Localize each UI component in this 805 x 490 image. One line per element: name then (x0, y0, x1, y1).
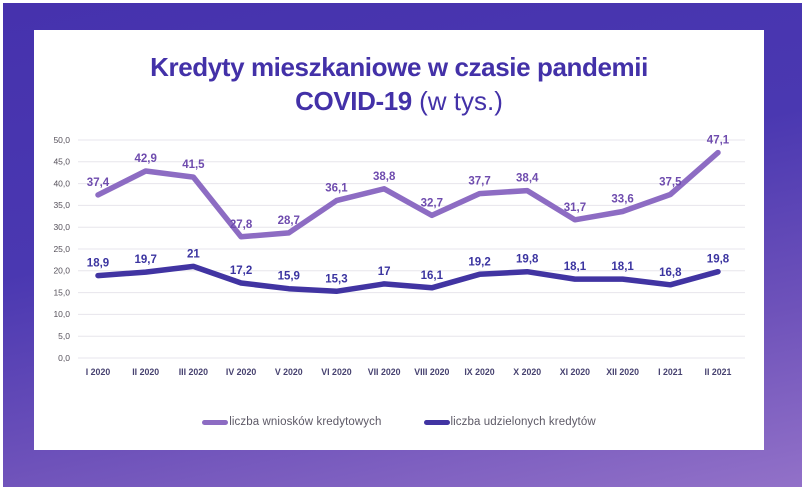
x-tick-label: I 2020 (86, 367, 111, 377)
y-tick-label: 0,0 (58, 353, 70, 363)
data-label-1: 16,1 (421, 270, 444, 282)
legend-swatch-wnioski (202, 419, 229, 425)
chart-title-line1: Kredyty mieszkaniowe w czasie pandemii (150, 52, 648, 82)
y-tick-label: 30,0 (53, 222, 70, 232)
data-label-1: 16,8 (659, 267, 682, 279)
x-tick-label: XII 2020 (606, 367, 639, 377)
y-tick-label: 45,0 (53, 157, 70, 167)
y-tick-label: 25,0 (53, 244, 70, 254)
data-label-1: 19,8 (707, 254, 730, 266)
series-line-0 (95, 149, 721, 240)
data-label-1: 18,1 (564, 261, 587, 273)
legend-item-udzielone: liczba udzielonych kredytów (423, 416, 596, 428)
x-tick-label: XI 2020 (560, 367, 590, 377)
y-tick-label: 15,0 (53, 287, 70, 297)
data-label-0: 37,7 (468, 176, 490, 188)
x-tick-label: IX 2020 (464, 367, 494, 377)
y-tick-label: 40,0 (53, 178, 70, 188)
data-label-0: 27,8 (230, 219, 253, 231)
chart-title-units: (w tys.) (411, 86, 503, 116)
x-tick-label: I 2021 (658, 367, 683, 377)
y-tick-label: 50,0 (53, 135, 70, 145)
chart-title-line2: COVID-19 (w tys.) (34, 84, 764, 118)
data-label-0: 38,8 (373, 171, 396, 183)
data-label-1: 21 (187, 248, 200, 260)
chart-card: Kredyty mieszkaniowe w czasie pandemii C… (34, 30, 764, 450)
chart-legend: liczba wniosków kredytowych liczba udzie… (34, 416, 764, 428)
data-label-0: 42,9 (134, 153, 156, 165)
data-label-1: 19,8 (516, 254, 539, 266)
series-line-1 (95, 263, 721, 295)
x-tick-label: VII 2020 (368, 367, 401, 377)
data-label-1: 17 (378, 266, 391, 278)
x-tick-label: II 2021 (705, 367, 732, 377)
data-label-0: 31,7 (564, 202, 586, 214)
data-label-0: 36,1 (325, 183, 348, 195)
data-label-0: 47,1 (707, 135, 730, 147)
data-label-1: 18,9 (87, 258, 109, 270)
data-label-0: 33,6 (611, 194, 633, 206)
data-label-1: 15,3 (325, 273, 347, 285)
chart-title-covid: COVID-19 (295, 86, 412, 116)
x-tick-label: VIII 2020 (414, 367, 449, 377)
data-label-0: 41,5 (182, 159, 205, 171)
data-label-0: 37,4 (87, 177, 110, 189)
data-label-0: 32,7 (421, 197, 443, 209)
legend-label-udzielone: liczba udzielonych kredytów (450, 416, 596, 428)
legend-label-wnioski: liczba wniosków kredytowych (229, 416, 382, 428)
y-tick-label: 10,0 (53, 309, 70, 319)
data-label-0: 38,4 (516, 173, 539, 185)
data-label-0: 37,5 (659, 177, 682, 189)
x-tick-label: V 2020 (275, 367, 303, 377)
data-label-1: 19,2 (468, 256, 490, 268)
data-label-1: 19,7 (134, 254, 156, 266)
data-label-1: 17,2 (230, 265, 252, 277)
x-tick-label: III 2020 (179, 367, 208, 377)
chart-title: Kredyty mieszkaniowe w czasie pandemii C… (34, 50, 764, 118)
legend-item-wnioski: liczba wniosków kredytowych (202, 416, 381, 428)
data-label-1: 18,1 (611, 261, 634, 273)
legend-swatch-udzielone (423, 419, 450, 425)
x-tick-label: VI 2020 (321, 367, 351, 377)
x-tick-label: II 2020 (132, 367, 159, 377)
data-label-1: 15,9 (278, 271, 300, 283)
chart-svg: 0,0 5,0 10,0 15,0 20,0 25,0 30,0 35,0 40,0 45,0 50… (53, 135, 745, 377)
y-tick-label: 20,0 (53, 266, 70, 276)
purple-frame: Kredyty mieszkaniowe w czasie pandemii C… (3, 3, 802, 487)
data-label-0: 28,7 (278, 215, 300, 227)
x-tick-label: X 2020 (513, 367, 541, 377)
y-tick-label: 35,0 (53, 200, 70, 210)
x-tick-label: IV 2020 (226, 367, 256, 377)
y-tick-label: 5,0 (58, 331, 70, 341)
